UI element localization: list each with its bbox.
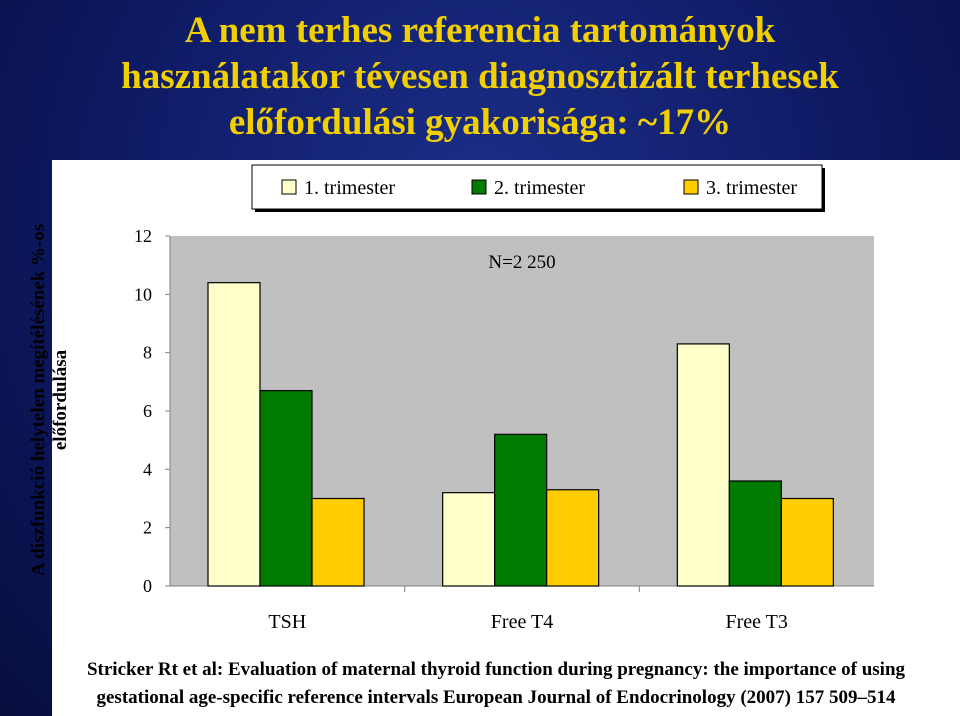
slide-title: A nem terhes referencia tartományok hasz… (0, 8, 960, 146)
chart-annotation: N=2 250 (488, 252, 555, 273)
bar-free-t4-s2 (494, 433, 548, 587)
title-line-3: előfordulási gyakorisága: ~17% (228, 102, 732, 143)
bar-free-t4-s3 (546, 489, 600, 587)
bar-free-t4-s1 (442, 492, 496, 587)
bar-free-t3-s2 (728, 480, 782, 587)
citation-line-2: gestational age-specific reference inter… (96, 687, 896, 708)
legend-swatch-1 (281, 179, 297, 195)
title-line-2: használatakor tévesen diagnosztizált ter… (121, 56, 839, 97)
bar-chart: 0 2 4 6 8 10 12 TSH Free T4 Free T3 N=2 250 1. trim… (134, 164, 874, 633)
legend-box (251, 164, 823, 210)
legend-label-2: 2. trimester (494, 177, 585, 199)
y-tick-label: 6 (143, 401, 152, 421)
y-tick-label: 10 (134, 284, 152, 304)
y-tick-label: 0 (143, 576, 152, 596)
y-tick-label: 8 (143, 343, 152, 363)
legend-label-1: 1. trimester (304, 177, 395, 199)
chart-panel: A diszfunkció helytelen megítélésének %-… (28, 160, 960, 716)
citation: Stricker Rt et al: Evaluation of materna… (32, 656, 960, 712)
x-category-label: TSH (268, 611, 306, 633)
x-category-label: Free T3 (725, 611, 787, 633)
bar-tsh-s1 (207, 282, 261, 587)
y-tick-label: 2 (143, 518, 152, 538)
bar-free-t3-s1 (676, 343, 730, 587)
x-category-label: Free T4 (491, 611, 553, 633)
bar-tsh-s3 (311, 497, 365, 587)
bar-tsh-s2 (259, 389, 313, 587)
bar-free-t3-s3 (780, 497, 834, 587)
citation-line-1: Stricker Rt et al: Evaluation of materna… (86, 659, 906, 680)
y-tick-label: 4 (143, 459, 152, 479)
title-line-1: A nem terhes referencia tartományok (184, 10, 776, 51)
y-tick-label: 12 (134, 226, 152, 246)
legend-label-3: 3. trimester (706, 177, 797, 199)
legend-swatch-2 (471, 179, 487, 195)
legend-swatch-3 (683, 179, 699, 195)
